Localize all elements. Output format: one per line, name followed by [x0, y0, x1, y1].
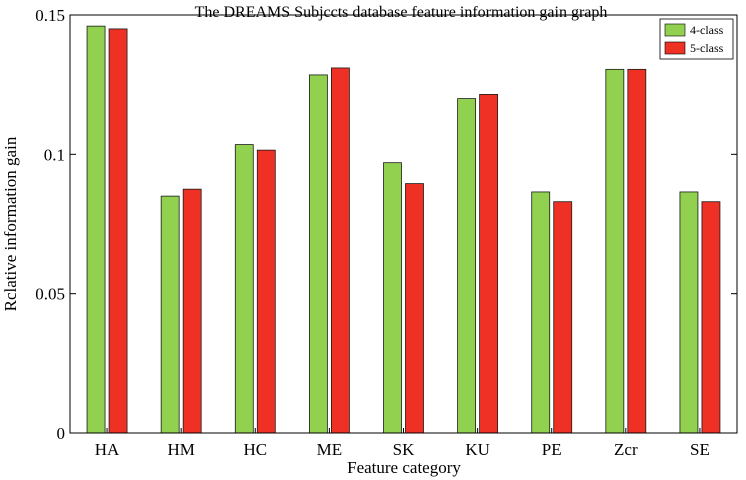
bar-hm-5-class	[182, 188, 202, 434]
bars-layer	[86, 25, 721, 434]
axes-layer: HA HM HC ME SK KU PE Zcr SE 0 0.05 0.1 0.15	[35, 6, 737, 459]
y-tick-label: 0.15	[35, 6, 65, 25]
x-tick-label: ME	[317, 440, 343, 459]
bar-me-4-class	[308, 74, 328, 434]
legend-swatch-4-class	[664, 23, 686, 37]
bar-ha-5-class	[108, 28, 128, 434]
bar-ha-4-class	[86, 25, 106, 434]
x-tick-label: Zcr	[614, 440, 638, 459]
bar-ku-4-class	[457, 98, 477, 434]
bar-pe-5-class	[553, 201, 573, 434]
y-tick-label: 0.1	[44, 145, 65, 164]
bar-pe-4-class	[531, 191, 551, 434]
y-tick-label: 0.05	[35, 285, 65, 304]
x-tick-label: SE	[690, 440, 710, 459]
x-tick-label: HC	[243, 440, 267, 459]
bar-hc-5-class	[256, 149, 276, 434]
bar-hm-4-class	[160, 195, 180, 434]
legend-swatch-5-class	[664, 41, 686, 55]
bar-ku-5-class	[479, 94, 499, 434]
y-tick-label: 0	[57, 424, 66, 443]
legend: 4-class 5-class	[659, 18, 734, 60]
x-axis-label: Feature category	[347, 458, 461, 477]
y-axis-label: Rclative information gain	[1, 136, 20, 311]
bar-me-5-class	[330, 67, 350, 434]
legend-label-4-class: 4-class	[690, 23, 724, 37]
chart-title: The DREAMS Subjccts database feature inf…	[195, 4, 608, 21]
x-tick-label: KU	[465, 440, 490, 459]
bar-zcr-5-class	[627, 68, 647, 434]
legend-label-5-class: 5-class	[690, 41, 724, 55]
bar-zcr-4-class	[605, 68, 625, 434]
x-tick-label: HA	[95, 440, 120, 459]
bar-se-5-class	[701, 201, 721, 434]
x-tick-label: SK	[393, 440, 415, 459]
bar-se-4-class	[679, 191, 699, 434]
x-tick-label: PE	[542, 440, 562, 459]
bar-sk-4-class	[383, 162, 402, 434]
bar-hc-4-class	[234, 144, 254, 434]
x-tick-label: HM	[167, 440, 194, 459]
bar-sk-5-class	[405, 183, 424, 434]
